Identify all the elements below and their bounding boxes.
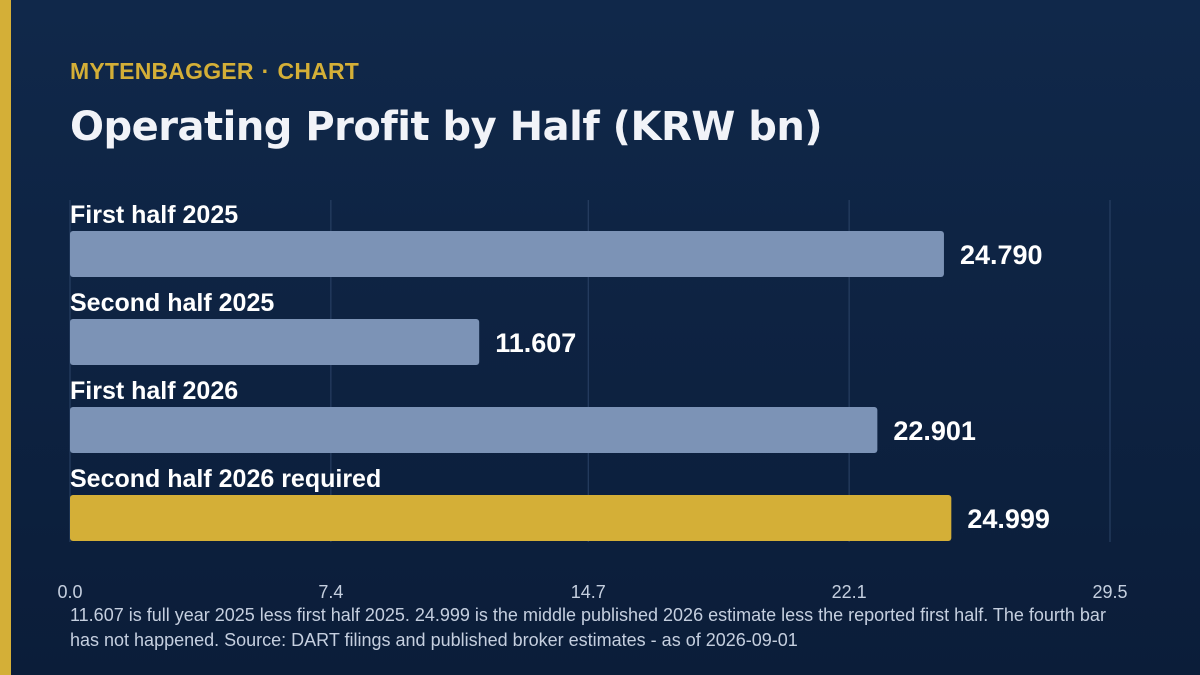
x-tick-label: 7.4 [318,582,343,602]
value-label: 22.901 [893,416,976,446]
value-label: 11.607 [495,328,576,358]
bar [70,231,944,277]
x-tick-label: 0.0 [57,582,82,602]
section-label: CHART [277,58,360,84]
bar [70,319,480,365]
x-tick-label: 29.5 [1092,582,1127,602]
category-label: Second half 2026 required [70,465,381,493]
x-tick-label: 22.1 [832,582,867,602]
accent-stripe [0,0,11,675]
value-label: 24.790 [960,240,1043,270]
x-tick-label: 14.7 [571,582,606,602]
bar [70,407,878,453]
bar [70,495,952,541]
value-label: 24.999 [967,504,1050,534]
kicker-separator: · [261,58,270,84]
footnote: 11.607 is full year 2025 less first half… [70,605,1106,650]
category-label: Second half 2025 [70,289,274,317]
category-label: First half 2026 [70,377,238,405]
brand-label: MYTENBAGGER [70,58,254,84]
category-label: First half 2025 [70,201,238,229]
chart-title: Operating Profit by Half (KRW bn) [70,104,823,150]
kicker: MYTENBAGGER · CHART [70,58,359,85]
